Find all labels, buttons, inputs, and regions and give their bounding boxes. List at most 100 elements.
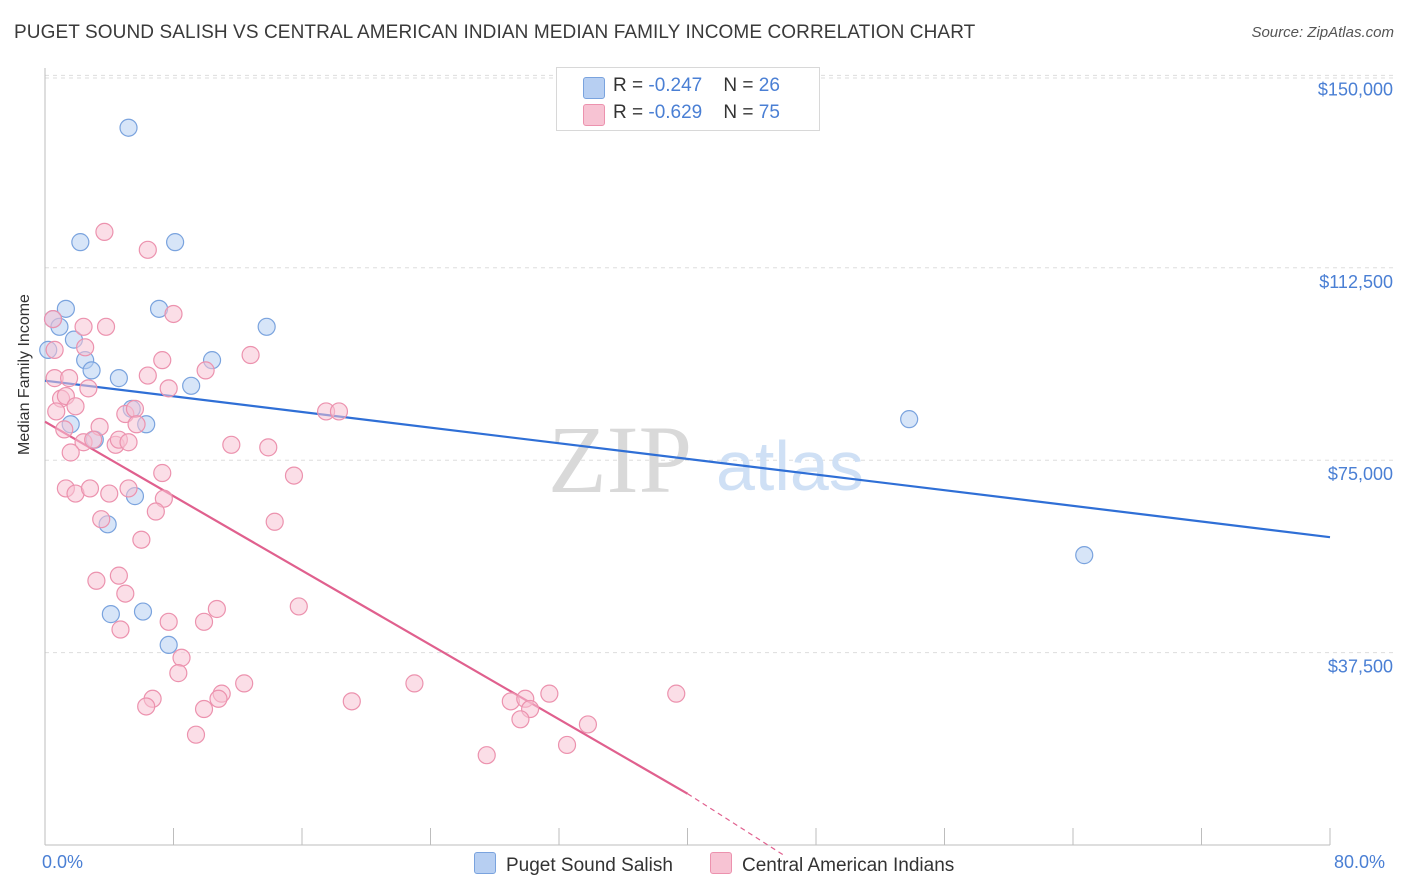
pink-point [235, 674, 254, 693]
pink-point [209, 689, 228, 708]
legend-r-label: R = [613, 75, 649, 96]
y-tick-labels: $37,500 $75,000 $112,500 $150,000 [1318, 79, 1393, 676]
legend-r-value: -0.247 [648, 75, 703, 96]
pink-point [125, 399, 145, 418]
pink-point [154, 489, 173, 508]
pink-point [74, 317, 93, 336]
pink-point [207, 599, 226, 619]
legend-n-value: 26 [758, 75, 780, 96]
pink-point [159, 379, 178, 398]
pink-point [45, 340, 64, 359]
pink-point [146, 502, 165, 521]
pink-point [111, 620, 130, 639]
blue-trend-line [44, 379, 1331, 539]
blue-point [159, 635, 178, 655]
pink-point [76, 338, 95, 357]
pink-point [87, 571, 106, 590]
pink-point [477, 746, 496, 765]
pink-point [59, 369, 79, 388]
pink-point [164, 304, 183, 324]
pink-point [265, 512, 284, 531]
pink-point [511, 710, 530, 729]
blue-point [166, 233, 185, 252]
grid-lines [45, 74, 1393, 654]
pink-point [109, 566, 128, 585]
y-tick-label: $112,500 [1319, 272, 1393, 292]
bottom-legend-swatch-pink [710, 852, 732, 874]
bottom-legend-label: Puget Sound Salish [506, 855, 673, 876]
pink-point [186, 725, 206, 744]
pink-point [194, 699, 214, 719]
axes [44, 68, 1331, 846]
correlation-legend: R = -0.247 N = 26 R = -0.629 N = 75 [556, 67, 820, 131]
blue-point [182, 376, 201, 395]
blue-point [133, 602, 153, 621]
watermark: ZIP atlas [548, 406, 864, 513]
pink-point [284, 466, 304, 485]
chart-title: PUGET SOUND SALISH VS CENTRAL AMERICAN I… [14, 22, 976, 43]
pink-point [80, 479, 100, 498]
pink-trend-line [44, 420, 689, 795]
legend-r-value: -0.629 [648, 102, 703, 123]
pink-point [241, 345, 260, 365]
pink-point [79, 379, 98, 398]
blue-point [1075, 546, 1094, 565]
pink-point [405, 674, 424, 693]
y-tick-label: $150,000 [1318, 79, 1393, 99]
chart-source: Source: ZipAtlas.com [1251, 24, 1394, 41]
watermark-zip: ZIP [548, 406, 692, 513]
pink-point [43, 310, 63, 329]
pink-point [329, 402, 349, 421]
pink-point [100, 484, 119, 503]
pink-point [194, 612, 214, 631]
pink-point [132, 530, 151, 549]
legend-swatch-blue [583, 77, 605, 99]
pink-point [138, 366, 157, 385]
blue-point [71, 233, 90, 252]
legend-swatch-pink [583, 104, 605, 126]
pink-point [96, 317, 116, 336]
pink-point [259, 438, 278, 457]
pink-point [557, 735, 577, 755]
pink-point [169, 664, 188, 683]
pink-point [55, 420, 74, 439]
blue-point [101, 605, 120, 624]
pink-point [66, 397, 85, 416]
trend-lines [44, 379, 1331, 856]
pink-point [137, 697, 156, 716]
x-min-label: 0.0% [42, 852, 84, 872]
pink-point [153, 463, 172, 483]
blue-point [109, 369, 128, 388]
y-tick-label: $75,000 [1328, 464, 1393, 484]
pink-point [95, 222, 114, 241]
blue-point [56, 299, 75, 318]
pink-point [289, 597, 308, 616]
pink-point [196, 361, 215, 380]
data-points [39, 118, 1094, 765]
y-tick-label: $37,500 [1328, 657, 1393, 677]
pink-point [92, 510, 111, 529]
pink-point [119, 479, 138, 498]
pink-point [138, 240, 157, 259]
bottom-legend-series2: Central American Indians [710, 852, 954, 878]
pink-point [84, 430, 103, 449]
legend-n-label: N = [723, 75, 759, 96]
blue-point [119, 118, 138, 137]
pink-point [159, 612, 178, 631]
legend-n-value: 75 [758, 102, 780, 123]
pink-point [172, 648, 191, 667]
legend-r-label: R = [613, 102, 649, 123]
pink-point [667, 684, 686, 703]
blue-point [82, 361, 101, 380]
x-max-label: 80.0% [1334, 852, 1386, 872]
bottom-legend-label: Central American Indians [742, 855, 955, 876]
pink-point [153, 351, 172, 370]
bottom-legend-swatch-blue [474, 852, 496, 874]
pink-point [578, 715, 598, 734]
legend-n-label: N = [723, 102, 759, 123]
pink-point [47, 402, 66, 421]
blue-point [257, 317, 276, 336]
pink-point [342, 692, 361, 711]
pink-point [116, 584, 135, 603]
